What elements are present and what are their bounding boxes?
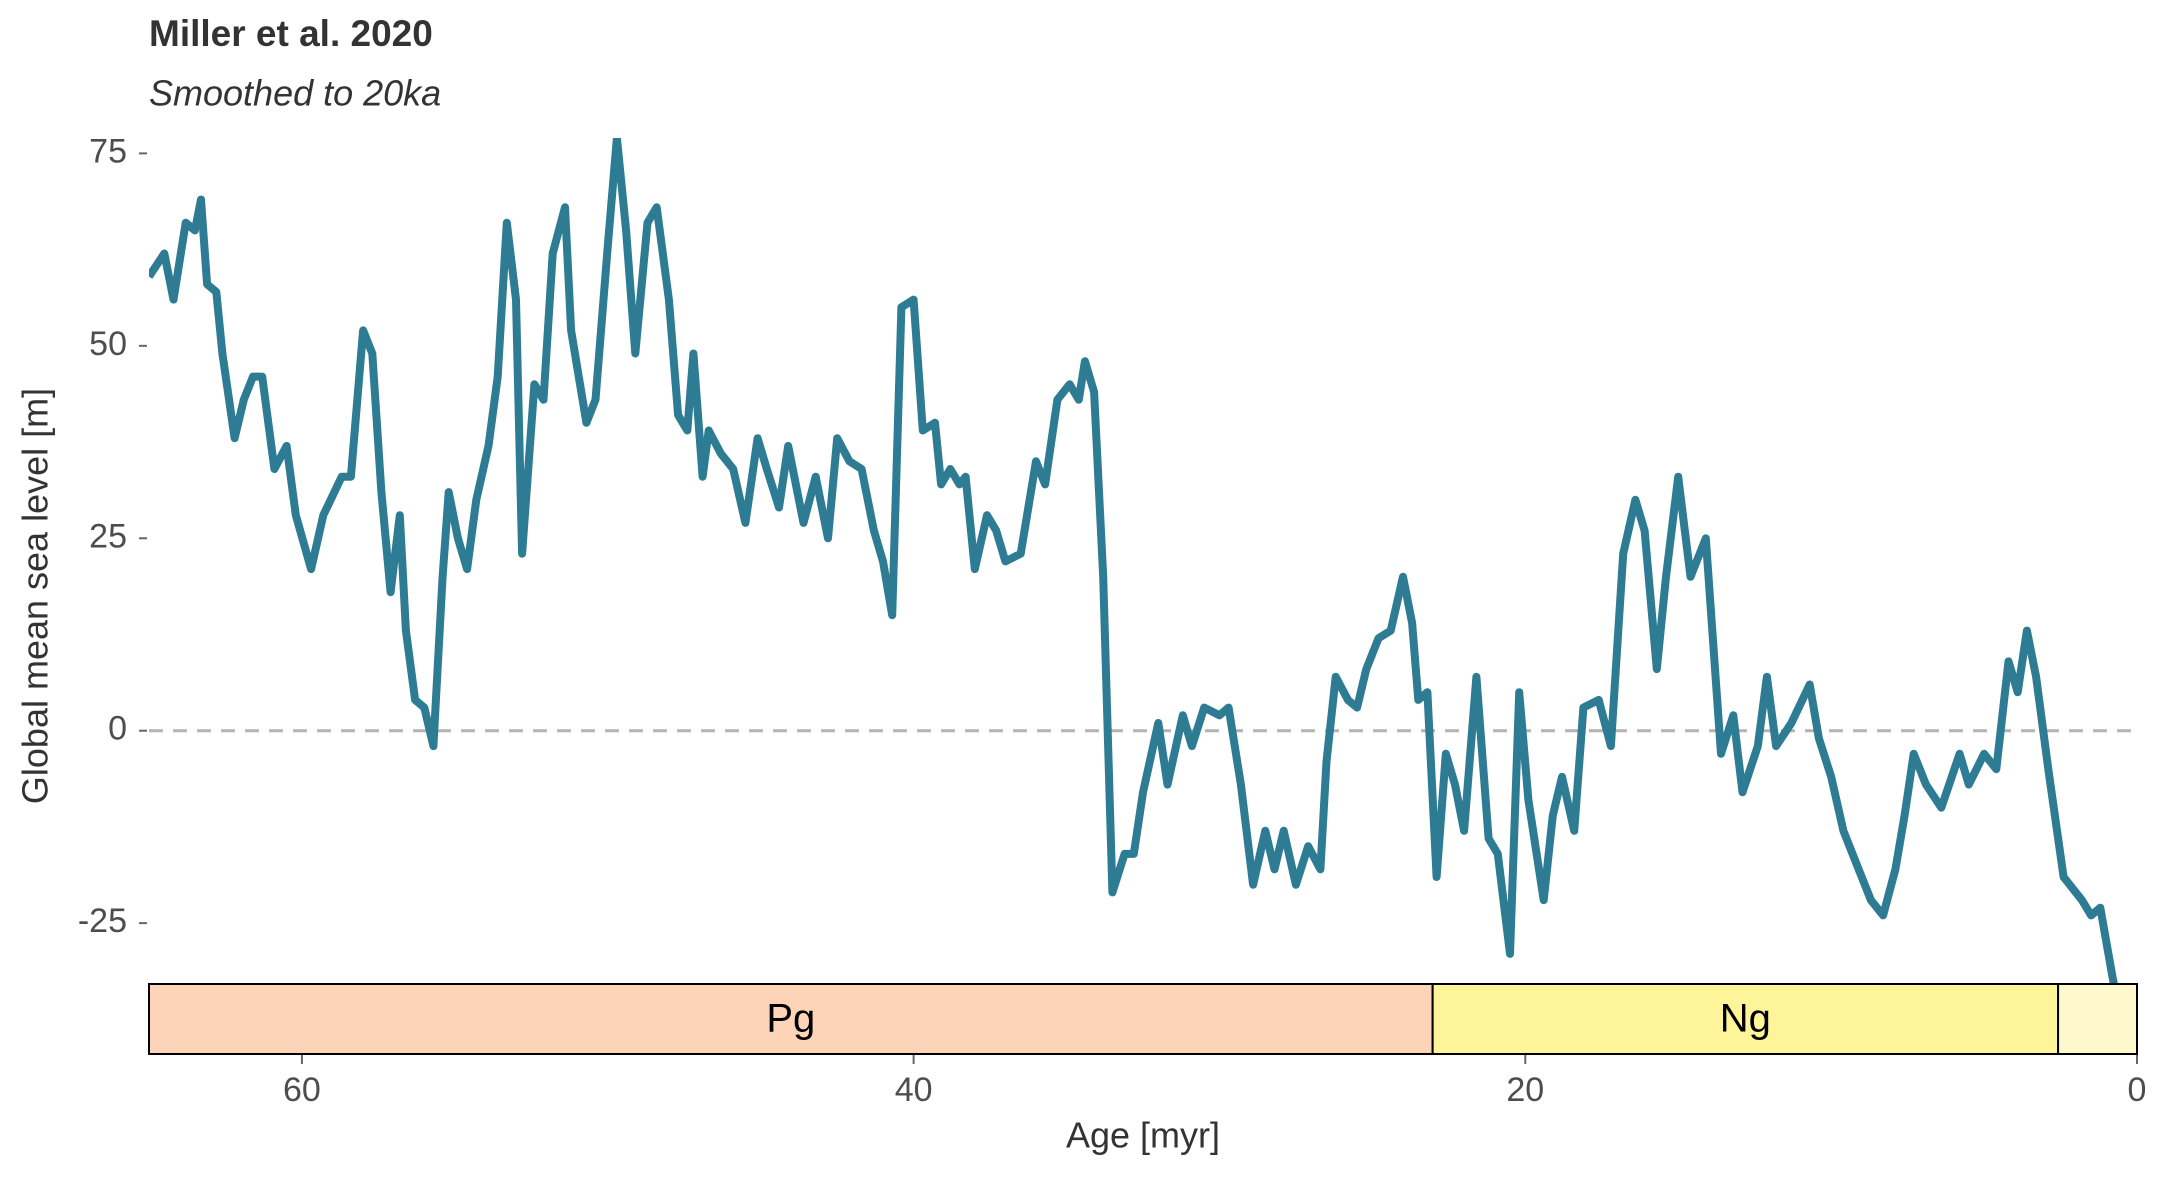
timescale-label: Pg bbox=[766, 997, 815, 1041]
y-tick-label: 50 bbox=[89, 325, 127, 363]
y-tick-label: 25 bbox=[89, 517, 127, 555]
x-tick-label: 0 bbox=[2128, 1071, 2147, 1109]
timescale-period bbox=[2057, 983, 2139, 1055]
chart-subtitle: Smoothed to 20ka bbox=[149, 73, 441, 114]
x-axis-title: Age [myr] bbox=[1066, 1115, 1220, 1156]
y-tick-label: 0 bbox=[108, 710, 127, 748]
x-tick-label: 20 bbox=[1506, 1071, 1544, 1109]
sea-level-line bbox=[149, 138, 2123, 1009]
plot-area bbox=[149, 138, 2137, 1009]
y-axis-title: Global mean sea level [m] bbox=[15, 388, 56, 804]
x-tick-label: 60 bbox=[283, 1071, 321, 1109]
chart-title: Miller et al. 2020 bbox=[149, 13, 433, 54]
timescale-label: Ng bbox=[1720, 997, 1771, 1041]
timescale-period bbox=[148, 983, 1434, 1055]
x-tick-label: 40 bbox=[895, 1071, 933, 1109]
y-tick-label: 75 bbox=[89, 132, 127, 170]
y-tick-label: -25 bbox=[78, 902, 127, 940]
